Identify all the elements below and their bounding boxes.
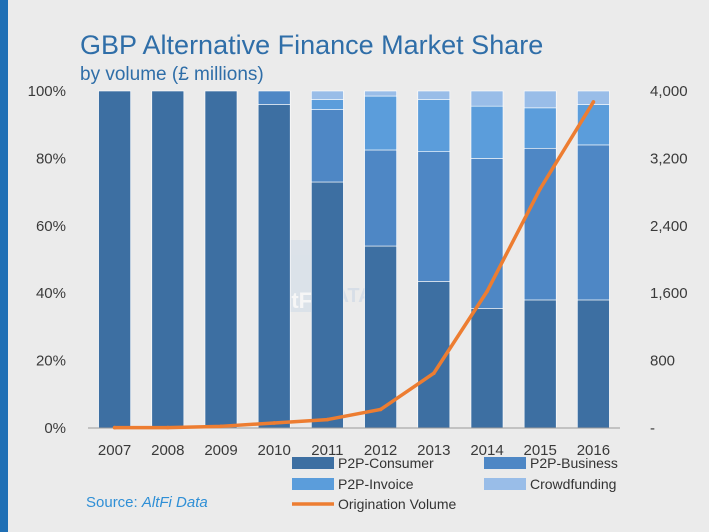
y-axis-left: 0% 20% 40% 60% 80% 100% [28, 83, 66, 437]
bar-p2p-business [364, 149, 397, 247]
bar-p2p-invoice [470, 105, 504, 159]
legend-swatch-p2p-invoice [292, 478, 334, 490]
x-tick-label: 2015 [524, 442, 557, 459]
bar-p2p-consumer [151, 90, 185, 429]
y-tick-label: 20% [36, 353, 66, 370]
y-tick-label: 0% [44, 420, 66, 437]
bar-p2p-consumer [577, 299, 610, 429]
x-tick-label: 2016 [577, 442, 610, 459]
y2-tick-label: 3,200 [650, 150, 688, 167]
x-tick-label: 2008 [151, 442, 184, 459]
bar-p2p-consumer [311, 181, 344, 429]
legend-label: Crowdfunding [530, 476, 616, 492]
bar-p2p-business [417, 151, 451, 282]
bar-crowdfunding [311, 90, 344, 100]
legend: P2P-Consumer P2P-Business P2P-Invoice Crowd… [292, 455, 618, 512]
bar-p2p-business [257, 90, 291, 105]
x-tick-label: 2012 [364, 442, 397, 459]
y-axis-right: - 800 1,600 2,400 3,200 4,000 [650, 83, 688, 437]
bar-series [98, 90, 610, 429]
line-point [432, 371, 436, 376]
legend-label: P2P-Consumer [338, 455, 434, 471]
line-point [591, 100, 596, 104]
bar-p2p-invoice [577, 104, 610, 146]
bar-crowdfunding [417, 90, 451, 100]
x-tick-label: 2010 [258, 442, 291, 459]
line-point [272, 421, 277, 425]
x-tick-label: 2009 [204, 442, 237, 459]
bar-p2p-invoice [364, 95, 397, 151]
source-note: Source: AltFi Data [86, 494, 208, 511]
bar-p2p-consumer [364, 245, 397, 429]
bar-crowdfunding [523, 90, 557, 109]
y-tick-label: 60% [36, 218, 66, 235]
legend-swatch-crowdfunding [484, 478, 526, 490]
source-name: AltFi Data [141, 494, 208, 511]
bar-p2p-business [577, 144, 610, 301]
line-point [112, 425, 117, 430]
accent-strip [0, 0, 8, 532]
bar-p2p-business [470, 158, 504, 309]
bar-p2p-business [311, 109, 344, 183]
x-tick-label: 2007 [98, 442, 131, 459]
y2-tick-label: 1,600 [650, 285, 688, 302]
bar-p2p-consumer [470, 308, 504, 429]
legend-label: P2P-Business [530, 455, 618, 471]
line-point [378, 407, 383, 412]
bar-p2p-consumer [257, 104, 291, 429]
line-series [112, 100, 596, 430]
y2-tick-label: 800 [650, 353, 675, 370]
legend-swatch-p2p-consumer [292, 457, 334, 469]
bar-p2p-consumer [204, 90, 238, 429]
bar-p2p-invoice [523, 107, 557, 149]
legend-label: Origination Volume [338, 496, 457, 512]
x-tick-label: 2013 [417, 442, 450, 459]
x-tick-label: 2011 [311, 442, 343, 459]
bar-crowdfunding [364, 90, 397, 97]
legend-label: P2P-Invoice [338, 476, 414, 492]
line-point [325, 417, 330, 422]
chart-subtitle: by volume (£ millions) [80, 64, 264, 85]
chart-title: GBP Alternative Finance Market Share [80, 30, 544, 60]
line-point [219, 424, 223, 429]
y-tick-label: 80% [36, 150, 66, 167]
x-tick-label: 2014 [470, 442, 503, 459]
y-tick-label: 40% [36, 285, 66, 302]
bar-p2p-consumer [98, 90, 131, 429]
y2-tick-label: 2,400 [650, 218, 688, 235]
bar-crowdfunding [470, 90, 504, 107]
line-origination-volume [112, 100, 596, 430]
line-point [166, 425, 170, 430]
bar-p2p-consumer [523, 299, 557, 429]
source-label: Source: [86, 494, 138, 511]
y2-tick-label: - [650, 420, 655, 437]
legend-swatch-p2p-business [484, 457, 526, 469]
bar-p2p-invoice [311, 99, 344, 110]
y-tick-label: 100% [28, 83, 66, 100]
line-point [538, 186, 542, 191]
y2-tick-label: 4,000 [650, 83, 688, 100]
bar-p2p-invoice [417, 99, 451, 152]
line-point [485, 289, 489, 294]
